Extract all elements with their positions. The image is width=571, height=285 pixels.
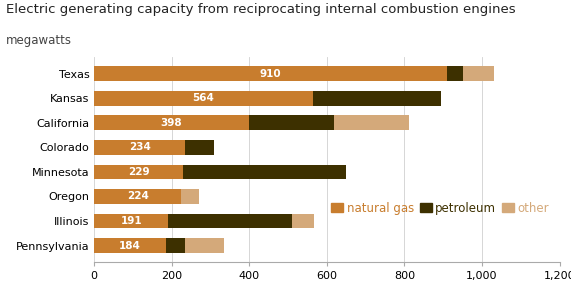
Bar xyxy=(166,238,185,253)
Bar xyxy=(94,164,183,179)
Bar xyxy=(313,91,441,106)
Bar xyxy=(334,115,409,130)
Bar xyxy=(94,213,168,228)
Bar xyxy=(447,66,463,81)
Bar xyxy=(168,213,292,228)
Text: 910: 910 xyxy=(260,69,282,79)
Bar xyxy=(248,115,334,130)
Text: 398: 398 xyxy=(160,118,182,128)
Text: 234: 234 xyxy=(128,142,151,152)
Bar xyxy=(94,115,248,130)
Text: Electric generating capacity from reciprocating internal combustion engines: Electric generating capacity from recipr… xyxy=(6,3,516,16)
Text: 224: 224 xyxy=(127,192,148,201)
Bar xyxy=(94,140,185,155)
Bar xyxy=(185,238,224,253)
Legend: natural gas, petroleum, other: natural gas, petroleum, other xyxy=(327,197,554,219)
Text: 564: 564 xyxy=(192,93,215,103)
Bar xyxy=(94,189,181,204)
Bar xyxy=(463,66,494,81)
Text: 184: 184 xyxy=(119,241,141,251)
Bar xyxy=(185,140,214,155)
Text: 191: 191 xyxy=(120,216,142,226)
Bar xyxy=(292,213,313,228)
Bar xyxy=(183,164,346,179)
Bar xyxy=(94,91,313,106)
Bar xyxy=(94,238,166,253)
Bar xyxy=(94,66,447,81)
Bar xyxy=(181,189,199,204)
Text: megawatts: megawatts xyxy=(6,34,72,47)
Text: 229: 229 xyxy=(128,167,150,177)
